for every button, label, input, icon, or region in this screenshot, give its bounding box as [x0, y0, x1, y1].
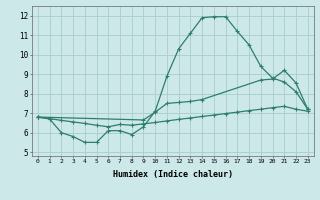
- X-axis label: Humidex (Indice chaleur): Humidex (Indice chaleur): [113, 170, 233, 179]
